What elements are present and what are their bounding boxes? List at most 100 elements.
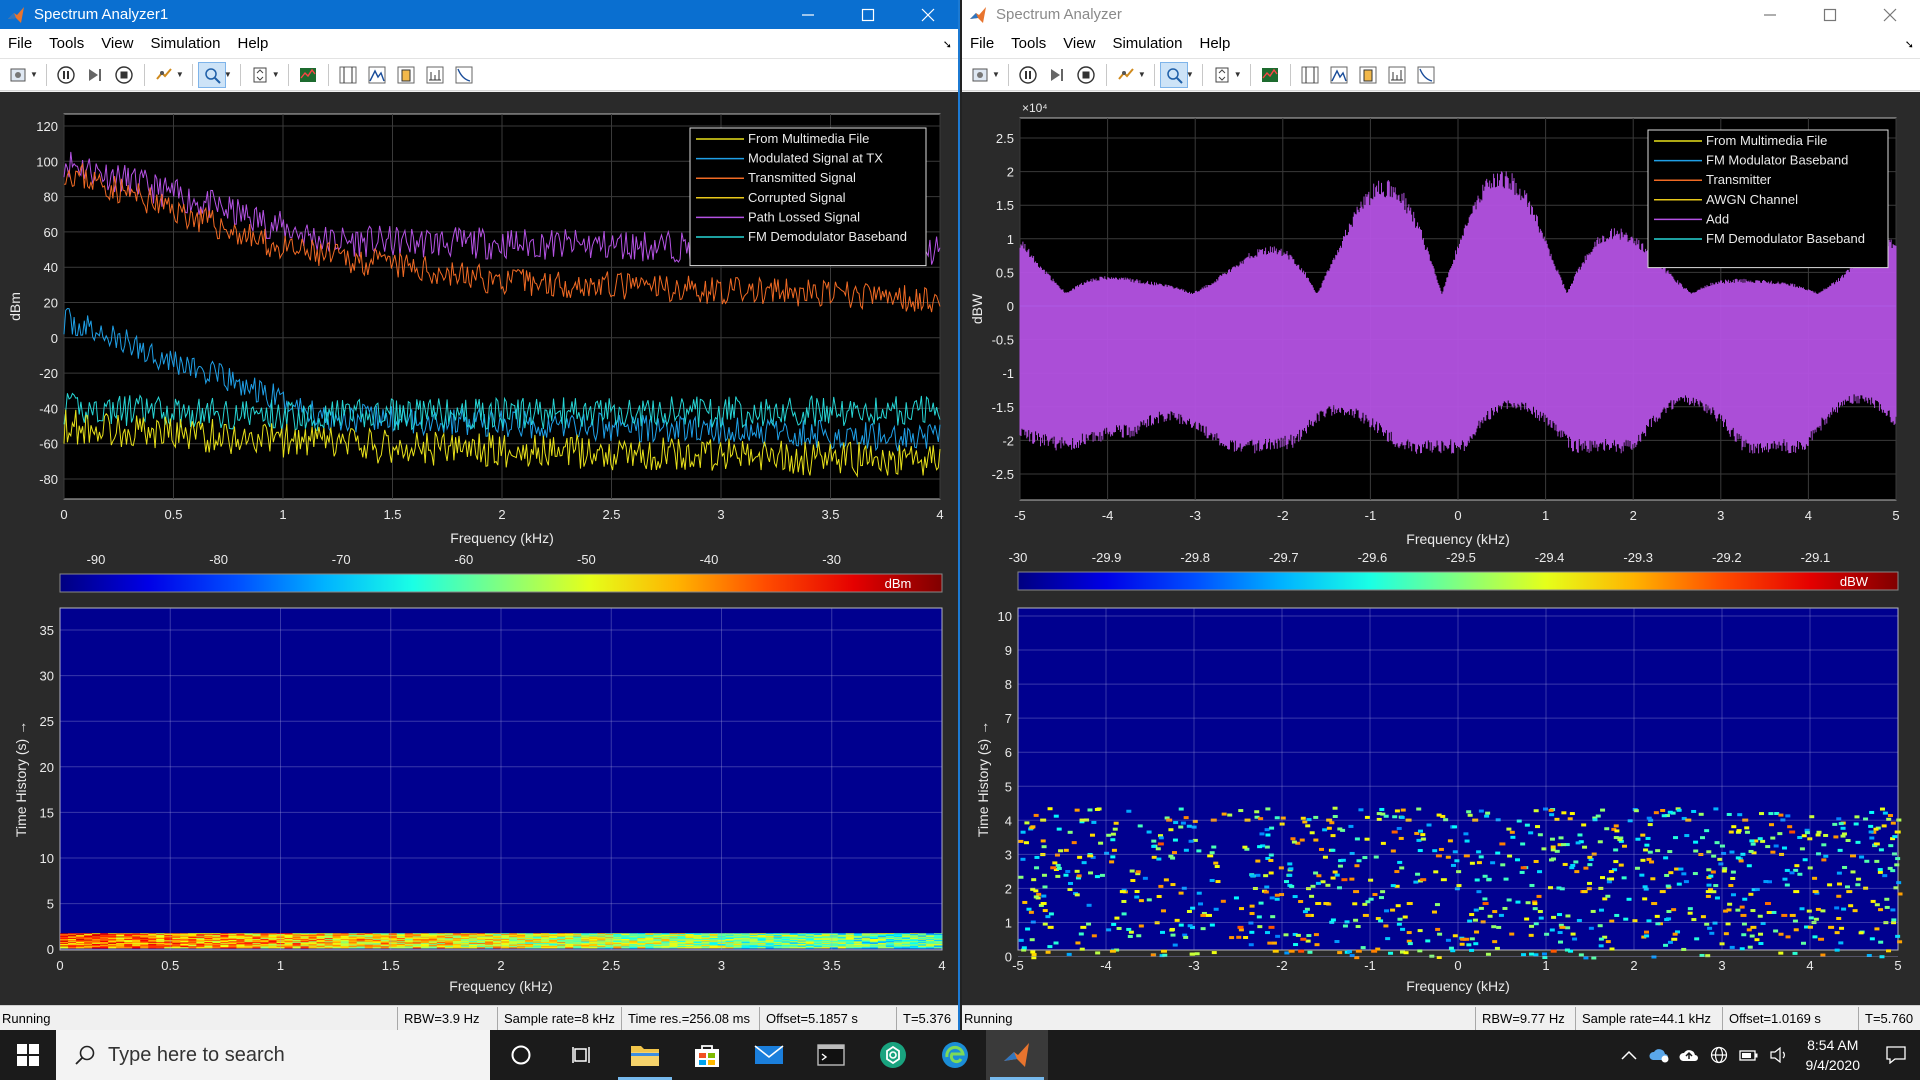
ccdf-measurements-button[interactable] [1412,62,1440,88]
settings-button[interactable] [4,62,32,88]
distortion-measurements-button[interactable] [421,62,449,88]
zoom-tools-button[interactable] [197,61,226,88]
spectrogram-cell [276,934,286,937]
spectrogram-cell [252,934,261,936]
spectrogram-cell [1210,818,1217,822]
taskbar-search-box[interactable]: Type here to search [56,1030,490,1080]
close-button[interactable] [898,0,958,29]
peak-finder-button[interactable] [1325,62,1353,88]
cortana-button[interactable] [490,1030,552,1080]
dropdown-arrow-icon[interactable]: ▼ [271,70,280,79]
network-globe-icon[interactable] [1704,1030,1734,1080]
minimize-button[interactable] [778,0,838,29]
distortion-measurements-button[interactable] [1383,62,1411,88]
close-button[interactable] [1860,0,1920,29]
data-cursors-button[interactable] [334,62,362,88]
spectrogram-cell [877,941,887,943]
dropdown-arrow-icon[interactable]: ▼ [992,70,1000,79]
spectrogram-cell [1364,815,1370,819]
menu-view[interactable]: View [101,34,134,52]
step-forward-button[interactable] [81,62,109,88]
settings-button[interactable] [966,62,994,88]
menu-file[interactable]: File [970,34,995,52]
menu-help[interactable]: Help [1199,34,1231,52]
menu-tools[interactable]: Tools [1011,34,1047,52]
cloud-upload-icon[interactable] [1674,1030,1704,1080]
zoom-tools-button[interactable] [1159,61,1188,88]
spectrum-settings-button[interactable] [1256,62,1284,88]
peak-finder-button[interactable] [363,62,391,88]
terminal-button[interactable] [800,1030,862,1080]
show-hidden-icons-chevron-icon[interactable] [1614,1030,1644,1080]
dropdown-arrow-icon[interactable]: ▼ [1185,70,1194,79]
dropdown-arrow-icon[interactable]: ▼ [175,70,184,79]
dropdown-arrow-icon[interactable]: ▼ [30,70,38,79]
spectrogram-cell [1236,935,1242,939]
spectrogram-cell [1855,840,1861,844]
spectrogram-cell [549,934,558,937]
dropdown-arrow-icon[interactable]: ▼ [223,70,232,79]
battery-icon[interactable] [1734,1030,1764,1080]
matlab-taskbar-button[interactable] [986,1030,1048,1080]
minimize-button[interactable] [1740,0,1800,29]
title-bar[interactable]: Spectrum Analyzer [962,0,1920,29]
spectrogram-cell [1053,814,1059,818]
title-bar[interactable]: Spectrum Analyzer1 [0,0,958,29]
file-explorer-button[interactable] [614,1030,676,1080]
dock-arrow-icon[interactable]: ➘ [1904,39,1914,51]
spectrogram-cell [797,939,807,942]
ccdf-measurements-button[interactable] [450,62,478,88]
task-view-button[interactable] [552,1030,614,1080]
edge-browser-button[interactable] [924,1030,986,1080]
highlight-signal-button[interactable] [1112,62,1140,88]
spectrogram-cell [348,936,358,938]
spectrogram-cell [1314,943,1320,947]
spectrogram-cell [1042,922,1048,926]
menu-view[interactable]: View [1063,34,1096,52]
legend[interactable] [689,127,927,267]
menu-simulation[interactable]: Simulation [1112,34,1183,52]
dropdown-arrow-icon[interactable]: ▼ [1233,70,1242,79]
maximize-button[interactable] [838,0,898,29]
pause-button[interactable] [1014,62,1042,88]
legend[interactable] [1647,129,1889,269]
menu-help[interactable]: Help [237,34,269,52]
notification-center-button[interactable] [1872,1030,1920,1080]
store-button[interactable] [676,1030,738,1080]
start-button[interactable] [0,1030,56,1080]
menu-file[interactable]: File [8,34,33,52]
spectrogram-cell [380,938,390,940]
autoscale-button[interactable] [1208,62,1236,88]
taskbar-clock[interactable]: 8:54 AM 9/4/2020 [1794,1035,1873,1075]
pause-button[interactable] [52,62,80,88]
channel-measurements-button[interactable] [1354,62,1382,88]
volume-speaker-icon[interactable] [1764,1030,1794,1080]
chatgpt-app-button[interactable] [862,1030,924,1080]
spectrogram-cell [372,944,382,947]
dropdown-arrow-icon[interactable]: ▼ [1137,70,1146,79]
spectrogram-cell [805,938,815,941]
stop-button[interactable] [110,62,138,88]
mail-button[interactable] [738,1030,800,1080]
spectrum-settings-button[interactable] [294,62,322,88]
y-axis-exponent: ×10⁴ [1022,101,1048,115]
spectrogram-axes[interactable] [59,607,943,951]
spectrogram-cell [501,939,510,942]
data-cursors-button[interactable] [1296,62,1324,88]
spectrogram-cell [204,936,213,938]
autoscale-button[interactable] [246,62,274,88]
channel-measurements-button[interactable] [392,62,420,88]
spectrogram-cell [380,939,390,942]
spectrogram-cell [541,937,550,939]
stop-button[interactable] [1072,62,1100,88]
spectrogram-cell [276,935,286,938]
maximize-button[interactable] [1800,0,1860,29]
menu-simulation[interactable]: Simulation [150,34,221,52]
menu-tools[interactable]: Tools [49,34,85,52]
onedrive-sync-icon[interactable] [1644,1030,1674,1080]
dock-arrow-icon[interactable]: ➘ [942,39,952,51]
highlight-signal-button[interactable] [150,62,178,88]
spectrogram-cell [484,938,494,941]
spectrogram-cell [1516,819,1522,823]
step-forward-button[interactable] [1043,62,1071,88]
